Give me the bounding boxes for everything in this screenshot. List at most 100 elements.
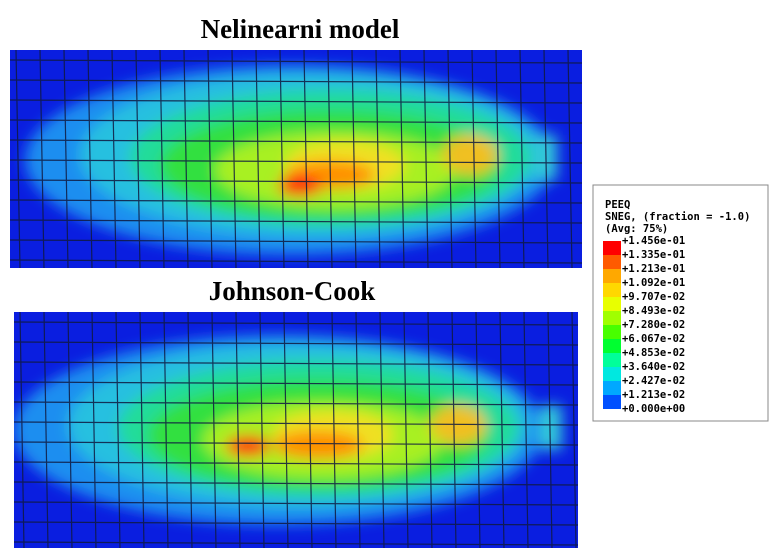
mesh-line [351,50,357,268]
legend-level: +1.456e-01 [622,235,685,247]
contour-plot [14,312,578,548]
legend-level: +4.853e-02 [622,347,685,359]
mesh-line [10,79,582,84]
legend-level: +0.000e+00 [622,403,685,415]
legend-swatch [603,339,621,353]
mesh-line [14,461,578,466]
mesh-line [14,361,578,366]
mesh-line [235,312,241,548]
mesh-line [10,199,582,204]
mesh-line [499,312,505,548]
legend-box [592,184,769,422]
legend-swatch [603,381,621,395]
mesh-line [14,501,578,506]
mesh-line [399,50,405,268]
legend-level: +6.067e-02 [622,333,685,345]
legend-level: +8.493e-02 [622,305,685,317]
legend-subtitle: SNEG, (fraction = -1.0) [605,211,750,223]
mesh-line [331,312,337,548]
mesh-line [159,50,165,268]
legend-swatch [603,269,621,283]
mesh [14,312,578,548]
mesh-line [211,312,217,548]
mesh-line [259,312,265,548]
legend-level: +1.213e-02 [622,389,685,401]
mesh-line [10,119,582,124]
field-blob [273,431,363,459]
mesh-line [10,239,582,244]
legend-variable: PEEQ [605,199,630,211]
mesh-line [43,312,49,548]
legend-level: +3.640e-02 [622,361,685,373]
field-blob [226,436,270,456]
mesh-line [423,50,429,268]
mesh-line [15,50,21,268]
mesh-line [10,159,582,164]
legend-swatch [603,395,621,409]
mesh [10,50,582,268]
mesh-line [10,139,582,144]
mesh-line [327,50,333,268]
mesh-line [91,312,97,548]
mesh-line [543,50,549,268]
mesh-line [303,50,309,268]
mesh-line [519,50,525,268]
mesh-line [255,50,261,268]
mesh-line [207,50,213,268]
mesh-line [231,50,237,268]
mesh-line [14,481,578,486]
legend-swatch [603,283,621,297]
mesh-line [375,50,381,268]
mesh-line [571,312,577,548]
mesh-line [187,312,193,548]
mesh-line [39,50,45,268]
mesh-line [10,179,582,184]
legend-averaging: (Avg: 75%) [605,223,668,235]
mesh-line [279,50,285,268]
mesh-line [14,381,578,386]
legend-level: +2.427e-02 [622,375,685,387]
mesh-line [10,259,582,264]
legend-swatch [603,311,621,325]
mesh-line [355,312,361,548]
mesh-line [427,312,433,548]
mesh-line [135,50,141,268]
mesh-line [379,312,385,548]
mesh-line [87,50,93,268]
mesh-line [19,312,25,548]
panel-title: Johnson-Cook [209,276,376,306]
legend-swatch [603,353,621,367]
mesh-line [115,312,121,548]
mesh-line [67,312,73,548]
mesh-line [111,50,117,268]
contour-plot [10,50,582,268]
legend-swatch [603,255,621,269]
mesh-line [495,50,501,268]
mesh-line [447,50,453,268]
mesh-line [14,541,578,546]
legend-swatch [603,367,621,381]
mesh-line [14,321,578,326]
mesh-line [183,50,189,268]
legend-swatch [603,297,621,311]
mesh-line [14,401,578,406]
mesh-line [471,50,477,268]
mesh-line [10,99,582,104]
mesh-line [451,312,457,548]
mesh-line [63,50,69,268]
field-blob [430,405,486,445]
legend-level: +1.335e-01 [622,249,685,261]
mesh-line [14,521,578,526]
mesh-line [14,421,578,426]
mesh-line [567,50,573,268]
mesh-line [403,312,409,548]
legend-level: +9.707e-02 [622,291,685,303]
mesh-line [523,312,529,548]
panel-title: Nelinearni model [201,14,400,44]
mesh-line [10,59,582,64]
mesh-line [307,312,313,548]
mesh-line [547,312,553,548]
mesh-line [139,312,145,548]
